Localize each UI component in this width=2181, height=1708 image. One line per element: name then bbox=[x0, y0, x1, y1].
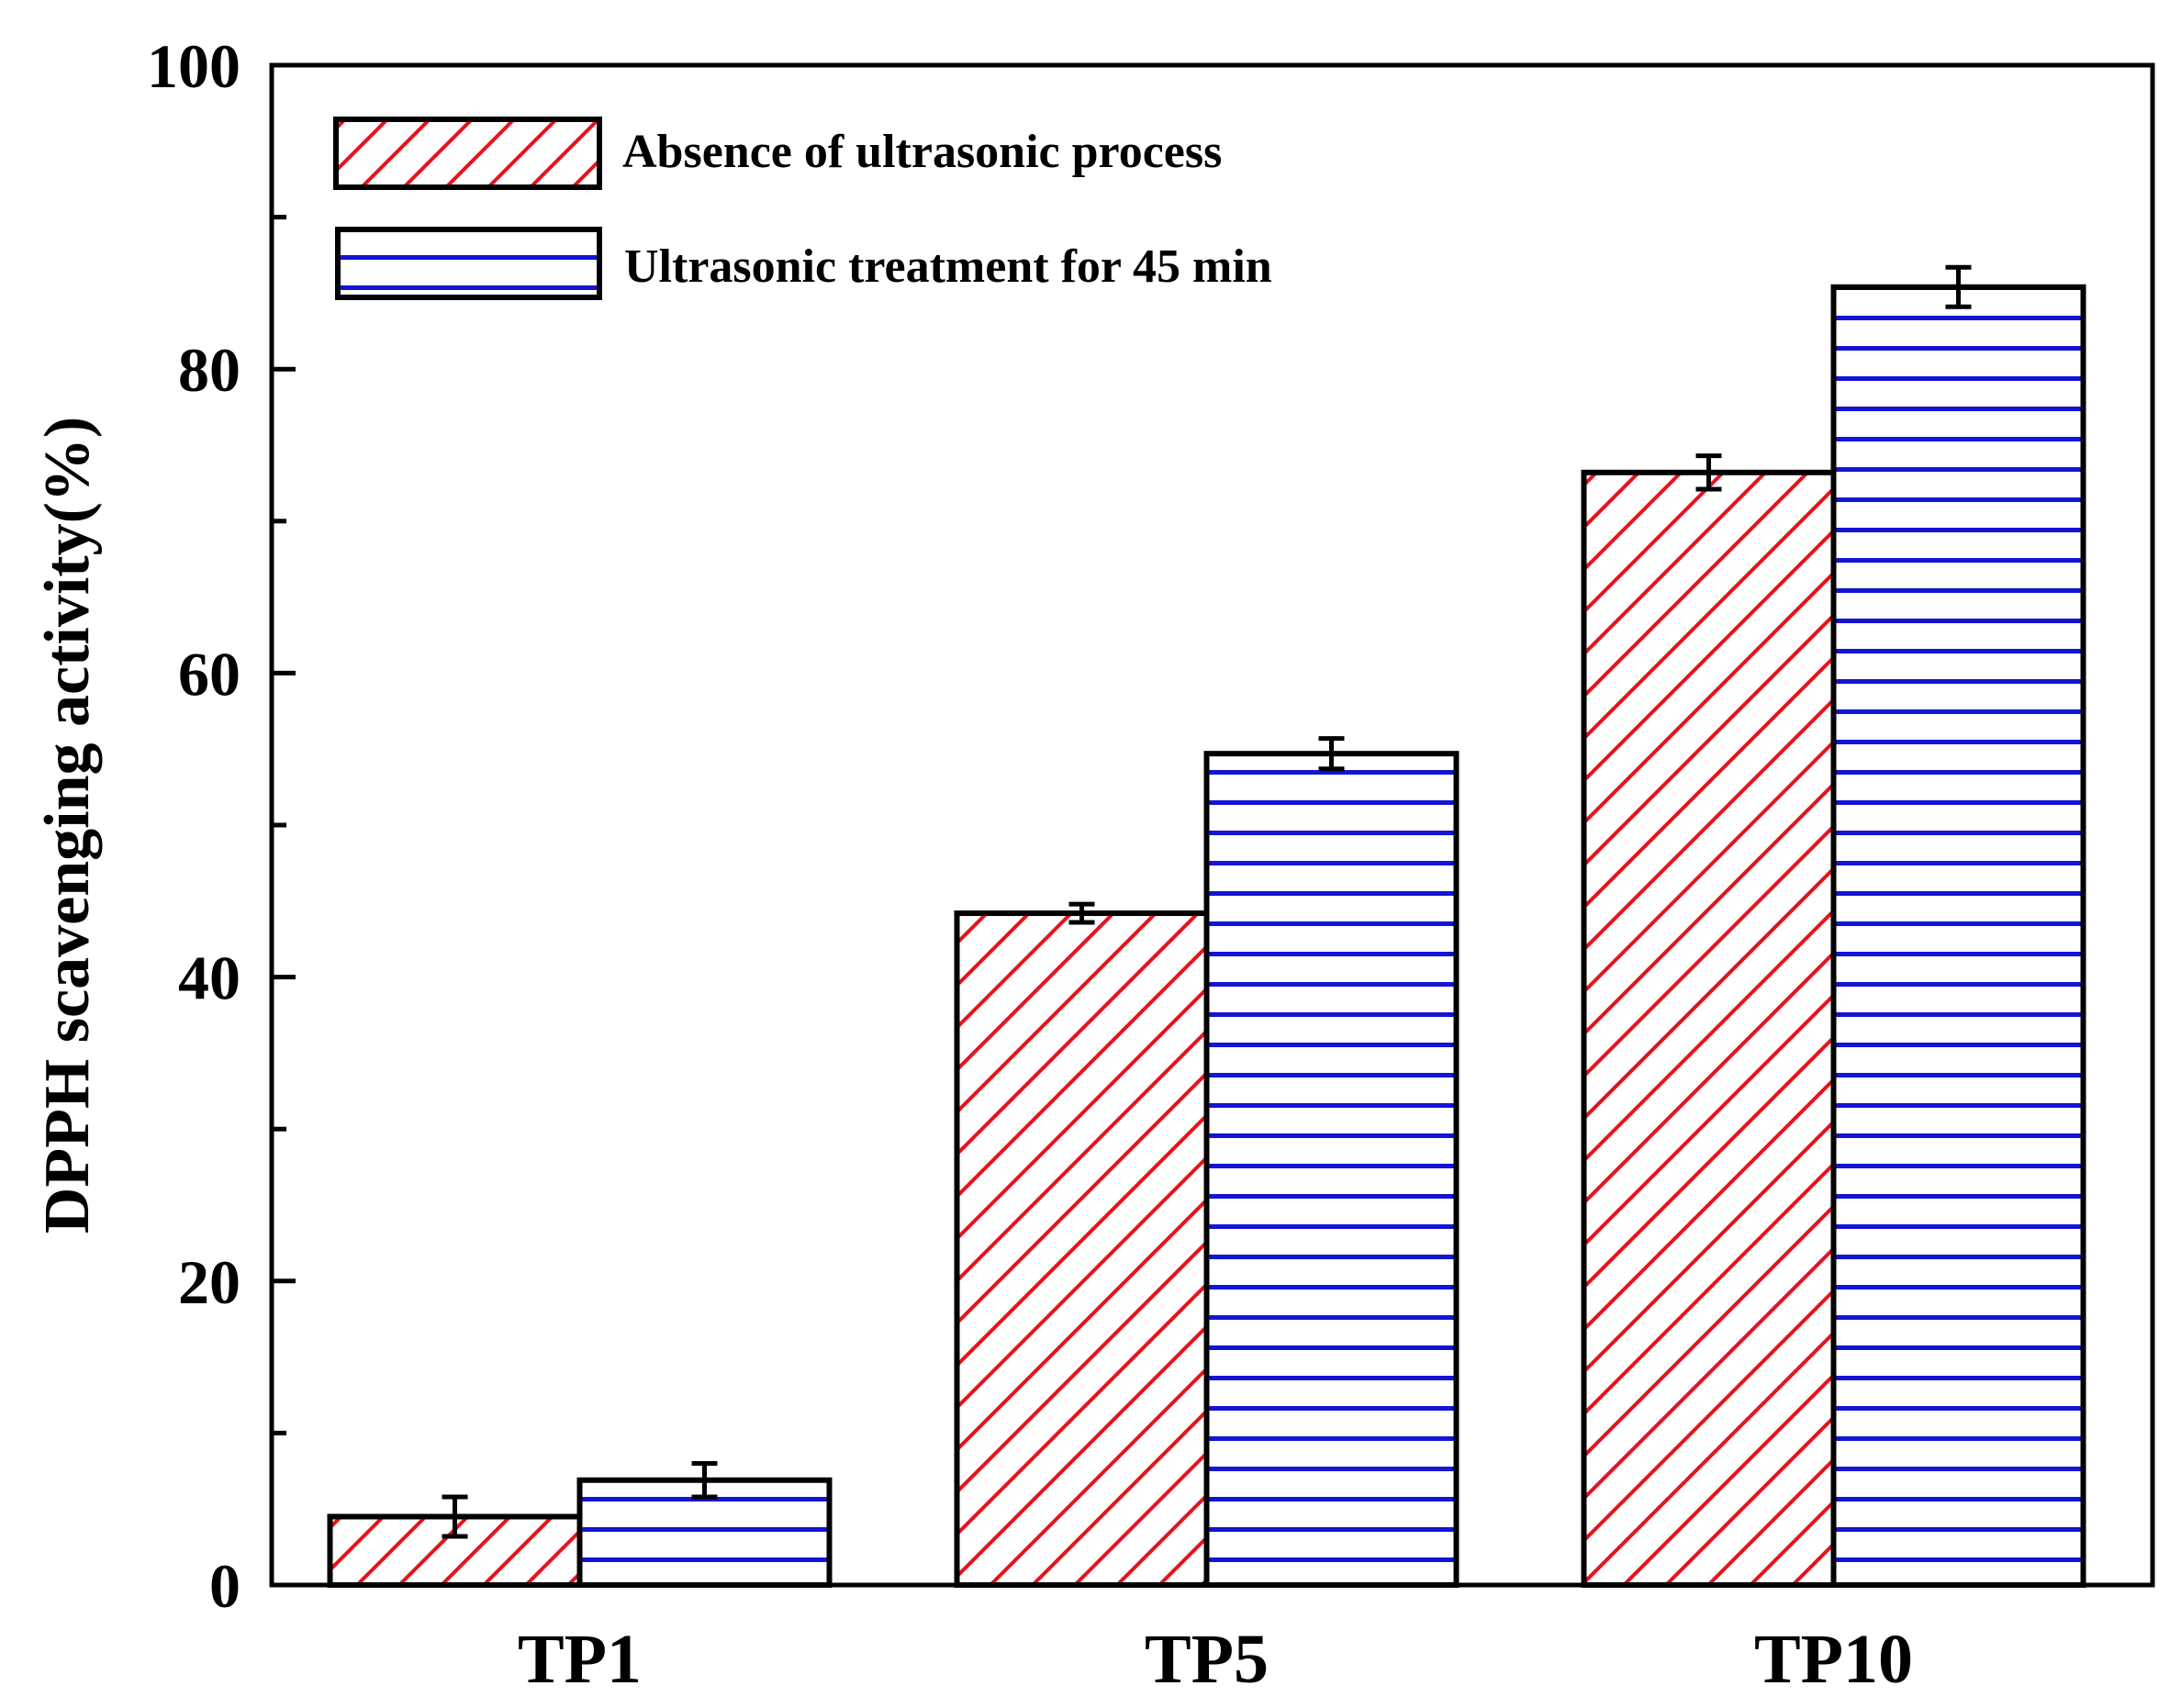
bar-series-group bbox=[327, 284, 2086, 1588]
y-tick-label: 20 bbox=[178, 1247, 240, 1317]
error-bar-group bbox=[442, 264, 1972, 1539]
bar-tp1-series-2 bbox=[576, 1477, 833, 1588]
y-tick-label: 80 bbox=[178, 335, 240, 405]
legend-label-absence: Absence of ultrasonic process bbox=[622, 126, 1222, 178]
legend: Absence of ultrasonic process Ultrasonic… bbox=[333, 117, 1272, 300]
x-tick-label: TP5 bbox=[1145, 1621, 1269, 1698]
bar-tp5-series-1 bbox=[954, 910, 1210, 1588]
bar-tp5-series-2 bbox=[1203, 751, 1460, 1588]
y-tick-label: 100 bbox=[147, 31, 240, 101]
legend-swatch-absence bbox=[333, 117, 602, 190]
y-tick-label: 0 bbox=[209, 1551, 240, 1621]
x-tick-label: TP1 bbox=[518, 1621, 642, 1698]
x-tick-label: TP10 bbox=[1754, 1621, 1913, 1698]
y-tick-label: 60 bbox=[178, 639, 240, 709]
y-axis-label: DPPH scavenging activity(%) bbox=[32, 417, 103, 1234]
bar-tp10-series-2 bbox=[1830, 284, 2086, 1588]
y-tick-label: 40 bbox=[178, 943, 240, 1013]
x-axis: TP1 TP5 TP10 bbox=[518, 1621, 1913, 1698]
legend-label-ultrasonic: Ultrasonic treatment for 45 min bbox=[624, 240, 1272, 293]
legend-swatch-ultrasonic bbox=[335, 227, 602, 300]
y-axis: 0 20 40 60 80 100 bbox=[147, 31, 296, 1621]
bar-tp10-series-1 bbox=[1581, 469, 1837, 1588]
